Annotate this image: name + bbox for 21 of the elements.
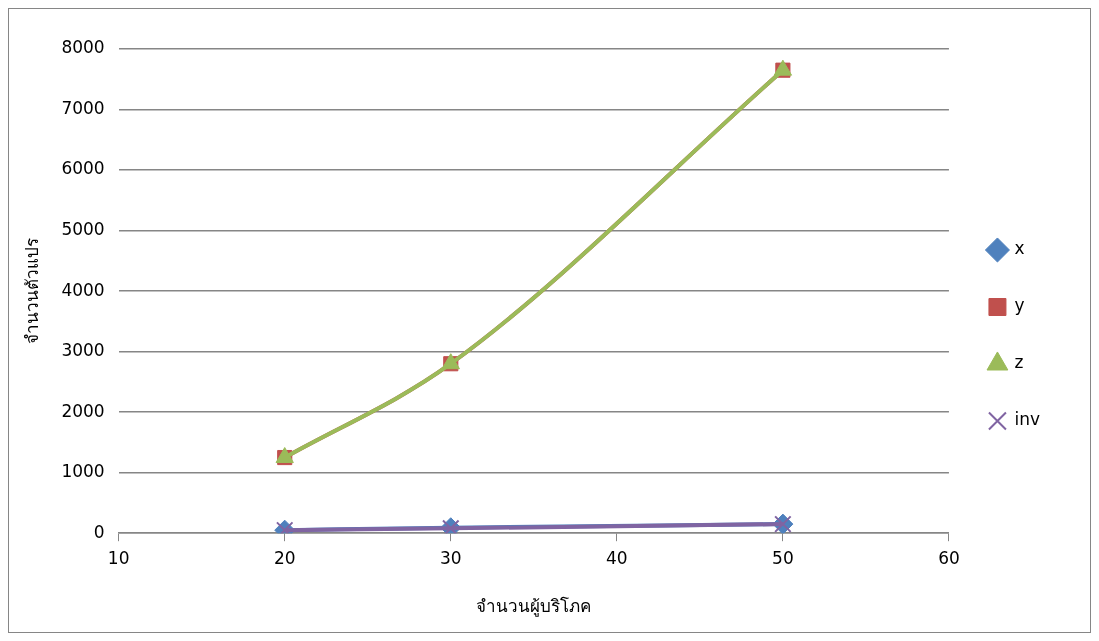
legend-label: inv <box>1014 409 1040 430</box>
y-tick-label: 1000 <box>61 461 105 482</box>
x-axis-title: จำนวนผู้บริโภค <box>476 596 592 618</box>
legend-label: x <box>1014 238 1025 259</box>
y-tick-label: 3000 <box>61 340 105 361</box>
y-tick-label: 2000 <box>61 400 105 421</box>
y-tick-label: 7000 <box>61 97 105 118</box>
y-tick-label: 5000 <box>61 219 105 239</box>
y-tick-label: 4000 <box>61 279 105 300</box>
x-tick-label: 50 <box>772 547 794 568</box>
x-tick-label: 40 <box>606 547 628 568</box>
x-tick-label: 20 <box>273 547 296 568</box>
legend-label: z <box>1014 352 1024 373</box>
y-tick-label: 8000 <box>61 37 105 58</box>
y-tick-label: 6000 <box>61 158 105 179</box>
y-tick-label: 0 <box>93 521 105 542</box>
y-axis-title: จำนวนตัวแปร <box>21 238 42 345</box>
x-tick-label: 30 <box>439 547 462 568</box>
x-tick-label: 10 <box>107 547 130 568</box>
x-tick-label: 60 <box>938 547 960 568</box>
legend-label: y <box>1014 295 1025 316</box>
